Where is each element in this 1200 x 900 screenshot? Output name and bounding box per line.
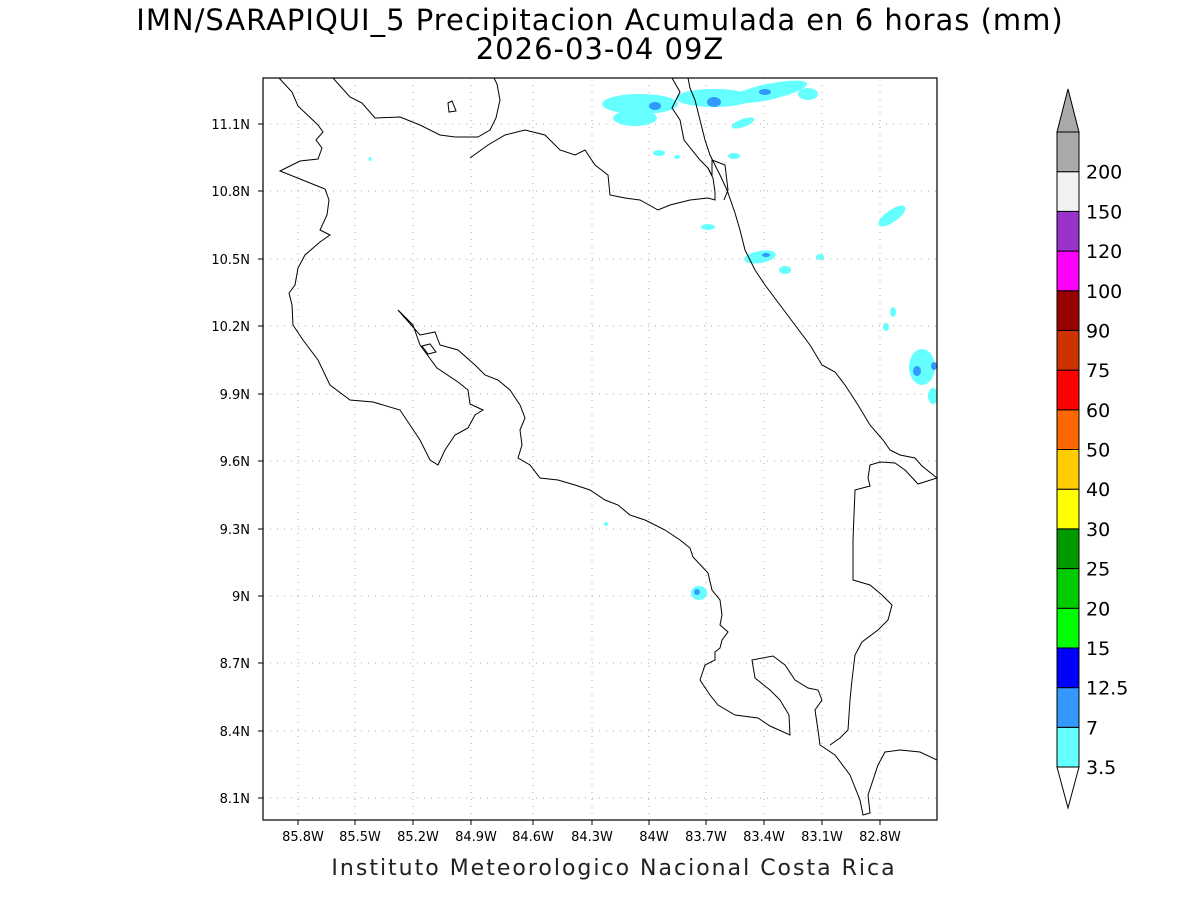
axis-ticks: [258, 123, 881, 825]
colorbar-swatch: [1056, 329, 1080, 371]
lon-tick-label: 84.9W: [455, 830, 497, 845]
colorbar-label: 40: [1086, 479, 1110, 501]
colorbar-label: 200: [1086, 162, 1122, 184]
colorbar-label: 75: [1086, 360, 1110, 382]
lon-tick-label: 83.7W: [685, 830, 727, 845]
colorbar: 3.5 7 12.5 15 20 25 30 40 50 60 75 90 100 120 150 200: [1056, 88, 1128, 810]
colorbar-swatch: [1056, 290, 1080, 331]
borders: [671, 78, 937, 746]
colorbar-swatch: [1056, 528, 1080, 570]
lon-tick-label: 83.4W: [743, 830, 785, 845]
colorbar-label: 7: [1086, 717, 1098, 739]
colorbar-label: 15: [1086, 638, 1110, 660]
map-frame: [262, 77, 938, 821]
colorbar-label: 25: [1086, 559, 1110, 581]
colorbar-labels: 3.5 7 12.5 15 20 25 30 40 50 60 75 90 100 120 150 200: [1086, 162, 1128, 779]
colorbar-swatch: [1056, 369, 1080, 411]
lat-tick-label: 8.1N: [220, 792, 250, 807]
lat-tick-label: 8.7N: [220, 657, 250, 672]
precip-7mm-areas: [649, 89, 937, 595]
lat-tick-label: 11.1N: [211, 118, 250, 133]
lon-tick-labels: 85.8W 85.5W 85.2W 84.9W 84.6W 84.3W 84W …: [282, 830, 901, 845]
colorbar-swatch: [1056, 449, 1080, 490]
colorbar-swatch: [1056, 250, 1080, 292]
lon-tick-label: 85.5W: [339, 830, 381, 845]
lon-tick-label: 85.2W: [397, 830, 439, 845]
colorbar-label: 12.5: [1086, 678, 1128, 700]
lon-tick-label: 84.6W: [512, 830, 554, 845]
lat-tick-label: 10.2N: [211, 320, 250, 335]
precipitation-areas: [368, 80, 937, 600]
lat-tick-label: 8.4N: [220, 725, 250, 740]
lon-tick-label: 82.8W: [859, 830, 901, 845]
lat-tick-label: 9.6N: [220, 455, 250, 470]
colorbar-swatch: [1056, 171, 1080, 212]
lon-tick-label: 84W: [639, 830, 669, 845]
credit-text: Instituto Meteorologico Nacional Costa R…: [331, 856, 897, 881]
colorbar-label: 60: [1086, 400, 1110, 422]
map-datetime: 2026-03-04 09Z: [475, 32, 725, 66]
colorbar-swatch: [1056, 210, 1080, 252]
colorbar-label: 30: [1086, 519, 1110, 541]
colorbar-label: 50: [1086, 440, 1110, 462]
colorbar-label: 3.5: [1086, 757, 1116, 779]
lon-grid-lines: [297, 78, 881, 820]
colorbar-swatch: [1056, 409, 1080, 450]
colorbar-swatch: [1056, 647, 1080, 689]
colorbar-top-arrow: [1056, 88, 1080, 133]
colorbar-swatch: [1056, 687, 1080, 728]
colorbar-label: 90: [1086, 320, 1110, 342]
lat-tick-labels: 11.1N 10.8N 10.5N 10.2N 9.9N 9.6N 9.3N 9…: [211, 118, 250, 807]
coastlines: [278, 78, 937, 816]
lon-tick-label: 85.8W: [282, 830, 324, 845]
colorbar-swatch: [1056, 131, 1080, 173]
lat-tick-label: 10.5N: [211, 253, 250, 268]
colorbar-label: 150: [1086, 201, 1122, 223]
colorbar-swatch: [1056, 568, 1080, 609]
colorbar-label: 20: [1086, 598, 1110, 620]
lat-tick-label: 9.9N: [220, 388, 250, 403]
colorbar-swatch: [1056, 607, 1080, 649]
lat-tick-label: 10.8N: [211, 185, 250, 200]
lat-tick-label: 9.3N: [220, 523, 250, 538]
colorbar-swatch: [1056, 726, 1080, 768]
colorbar-swatches: [1056, 131, 1080, 768]
colorbar-swatch: [1056, 488, 1080, 530]
lat-tick-label: 9N: [232, 590, 250, 605]
colorbar-label: 120: [1086, 241, 1122, 263]
precip-3.5mm-areas: [368, 80, 937, 600]
lon-tick-label: 84.3W: [571, 830, 613, 845]
map-title: IMN/SARAPIQUI_5 Precipitacion Acumulada …: [136, 3, 1064, 37]
lat-grid-lines: [263, 123, 937, 799]
lon-tick-label: 83.1W: [801, 830, 843, 845]
colorbar-bottom-arrow: [1056, 766, 1080, 810]
colorbar-label: 100: [1086, 281, 1122, 303]
